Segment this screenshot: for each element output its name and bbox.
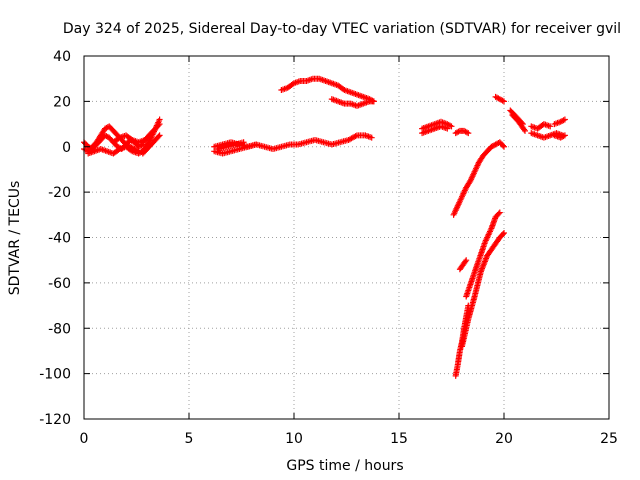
y-tick-label: -40 [48, 231, 71, 247]
data-series [211, 141, 260, 157]
x-axis-ticks: 0 5 10 15 20 25 [80, 56, 618, 447]
data-point [253, 141, 260, 148]
data-point [240, 139, 247, 146]
data-point [155, 133, 162, 140]
data-series [492, 93, 507, 105]
data-point [370, 98, 377, 105]
data-point [547, 123, 554, 130]
data-point [501, 98, 507, 105]
data-point [501, 229, 507, 236]
data-series [459, 229, 507, 350]
data-point [501, 143, 507, 150]
data-series [452, 302, 472, 379]
y-tick-label: -80 [48, 321, 71, 337]
data-point [499, 142, 506, 149]
data-point [499, 231, 506, 238]
data-point [522, 127, 528, 134]
data-series [450, 139, 507, 218]
data-point [448, 123, 455, 130]
data-point [156, 116, 163, 123]
data-points [81, 75, 568, 379]
data-point [368, 134, 375, 141]
data-point [462, 258, 469, 265]
data-series [528, 121, 554, 132]
data-series [215, 139, 247, 153]
x-tick-label: 5 [185, 431, 194, 447]
y-axis-label: SDTVAR / TECUs [7, 181, 23, 296]
data-point [444, 125, 451, 132]
y-tick-label: 20 [53, 94, 71, 110]
data-point [521, 126, 528, 133]
chart-title: Day 324 of 2025, Sidereal Day-to-day VTE… [63, 21, 621, 37]
data-series [139, 116, 163, 155]
x-tick-label: 15 [390, 431, 408, 447]
data-series [278, 75, 377, 105]
data-series [452, 127, 472, 137]
y-tick-label: 40 [53, 49, 71, 65]
grid-lines [84, 56, 609, 419]
x-tick-label: 20 [495, 431, 513, 447]
plot-frame [83, 55, 610, 420]
y-tick-label: -20 [48, 185, 71, 201]
y-tick-label: -120 [39, 412, 71, 428]
x-tick-label: 25 [600, 431, 618, 447]
x-axis-label: GPS time / hours [286, 458, 403, 474]
x-tick-label: 10 [285, 431, 303, 447]
data-series [456, 257, 470, 273]
data-series [551, 132, 568, 141]
data-point [561, 116, 568, 123]
y-tick-label: -100 [39, 367, 71, 383]
data-point [463, 257, 470, 264]
data-point [156, 132, 163, 139]
data-point [561, 132, 568, 139]
y-tick-label: 0 [62, 140, 71, 156]
data-series [509, 111, 528, 134]
y-axis-ticks: -120 -100 -80 -60 -40 -20 0 20 40 [39, 49, 609, 428]
y-tick-label: -60 [48, 276, 71, 292]
data-series [463, 209, 503, 300]
x-tick-label: 0 [80, 431, 89, 447]
data-point [496, 209, 503, 216]
data-point [465, 130, 472, 137]
data-point [495, 210, 502, 217]
data-series [551, 116, 568, 128]
data-series [419, 123, 451, 137]
data-series [328, 96, 377, 109]
